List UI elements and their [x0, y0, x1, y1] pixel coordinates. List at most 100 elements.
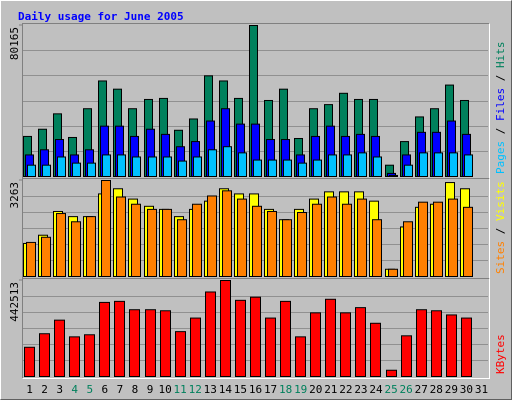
bar [328, 154, 337, 177]
x-tick-label: 3 [56, 383, 63, 396]
bar [114, 300, 125, 377]
chart-title: Daily usage for June 2005 [18, 10, 184, 23]
legend: Pages / Files / Hits [494, 42, 507, 175]
bar [102, 154, 111, 177]
bar [298, 162, 307, 178]
x-tick-label: 10 [158, 383, 171, 396]
x-tick-label: 8 [132, 383, 139, 396]
x-tick-label: 11 [174, 383, 187, 396]
bar [310, 312, 321, 378]
bar [54, 319, 65, 377]
bar [250, 296, 261, 377]
bar [56, 213, 66, 277]
x-tick-label: 17 [264, 383, 277, 396]
x-tick-label: 13 [204, 383, 217, 396]
bar [268, 159, 277, 177]
bar [388, 268, 398, 277]
legend-entry: Sites [494, 241, 507, 274]
bar [416, 309, 427, 378]
x-tick-label: 20 [309, 383, 322, 396]
legend-entry: KBytes [494, 334, 507, 374]
bar [163, 156, 172, 177]
bar [178, 160, 187, 177]
legend-entry: Visits [494, 181, 507, 221]
bar [370, 322, 381, 377]
legend-entry: Hits [494, 42, 507, 69]
bar [372, 219, 382, 277]
bar [253, 159, 262, 177]
bar [147, 208, 157, 277]
x-tick-label: 14 [219, 383, 233, 396]
bar [265, 317, 276, 378]
bar [461, 317, 472, 378]
x-tick-label: 1 [26, 383, 33, 396]
bar [207, 195, 217, 277]
bar [327, 196, 337, 277]
bar [283, 159, 292, 177]
bar [208, 149, 217, 178]
legend: KBytes [494, 334, 507, 374]
x-tick-label: 30 [460, 383, 473, 396]
x-tick-label: 4 [71, 383, 78, 396]
bar [69, 336, 80, 377]
bar [177, 219, 187, 277]
bar [280, 300, 291, 377]
bar [312, 203, 322, 277]
bar [190, 317, 201, 378]
bar [129, 309, 140, 378]
bar [252, 205, 262, 277]
bar [282, 219, 292, 277]
bar [313, 159, 322, 177]
x-tick-label: 29 [445, 383, 458, 396]
x-tick-label: 19 [294, 383, 307, 396]
x-tick-label: 6 [102, 383, 109, 396]
x-tick-label: 24 [369, 383, 383, 396]
bar [132, 156, 141, 177]
bar [99, 301, 110, 377]
bar [223, 146, 232, 177]
x-tick-label: 7 [117, 383, 124, 396]
x-tick-label: 12 [189, 383, 202, 396]
x-tick-label: 5 [86, 383, 93, 396]
x-tick-label: 18 [279, 383, 292, 396]
bar [434, 152, 443, 178]
bar [419, 152, 428, 178]
legend-separator: / [494, 68, 507, 88]
bar [340, 312, 351, 378]
bar [42, 164, 51, 177]
bar [87, 162, 96, 178]
bar [192, 203, 202, 277]
x-tick-label: 28 [430, 383, 443, 396]
x-tick-label: 15 [234, 383, 247, 396]
x-tick-label: 9 [147, 383, 154, 396]
bar [27, 164, 36, 177]
legend: Sites / Visits [494, 181, 507, 274]
bar [116, 196, 126, 277]
bar [193, 156, 202, 177]
bar [131, 203, 141, 277]
panel-border-dark [22, 278, 490, 379]
bar [162, 208, 172, 277]
bar [403, 221, 413, 278]
bar [373, 156, 382, 177]
panel-border-dark [22, 178, 490, 279]
bar [145, 309, 156, 378]
legend-entry: Pages [494, 141, 507, 174]
bar [389, 174, 398, 177]
bar [325, 298, 336, 378]
legend-entry: Files [494, 88, 507, 121]
bar [72, 162, 81, 178]
bar [357, 198, 367, 277]
x-tick-label: 23 [354, 383, 367, 396]
x-tick-label: 27 [415, 383, 428, 396]
bar [71, 221, 81, 278]
bar [26, 241, 36, 277]
legend-separator: / [494, 221, 507, 241]
bar [205, 291, 216, 378]
bar [148, 156, 157, 177]
bar [222, 190, 232, 277]
bar [463, 206, 473, 278]
bar [237, 198, 247, 277]
